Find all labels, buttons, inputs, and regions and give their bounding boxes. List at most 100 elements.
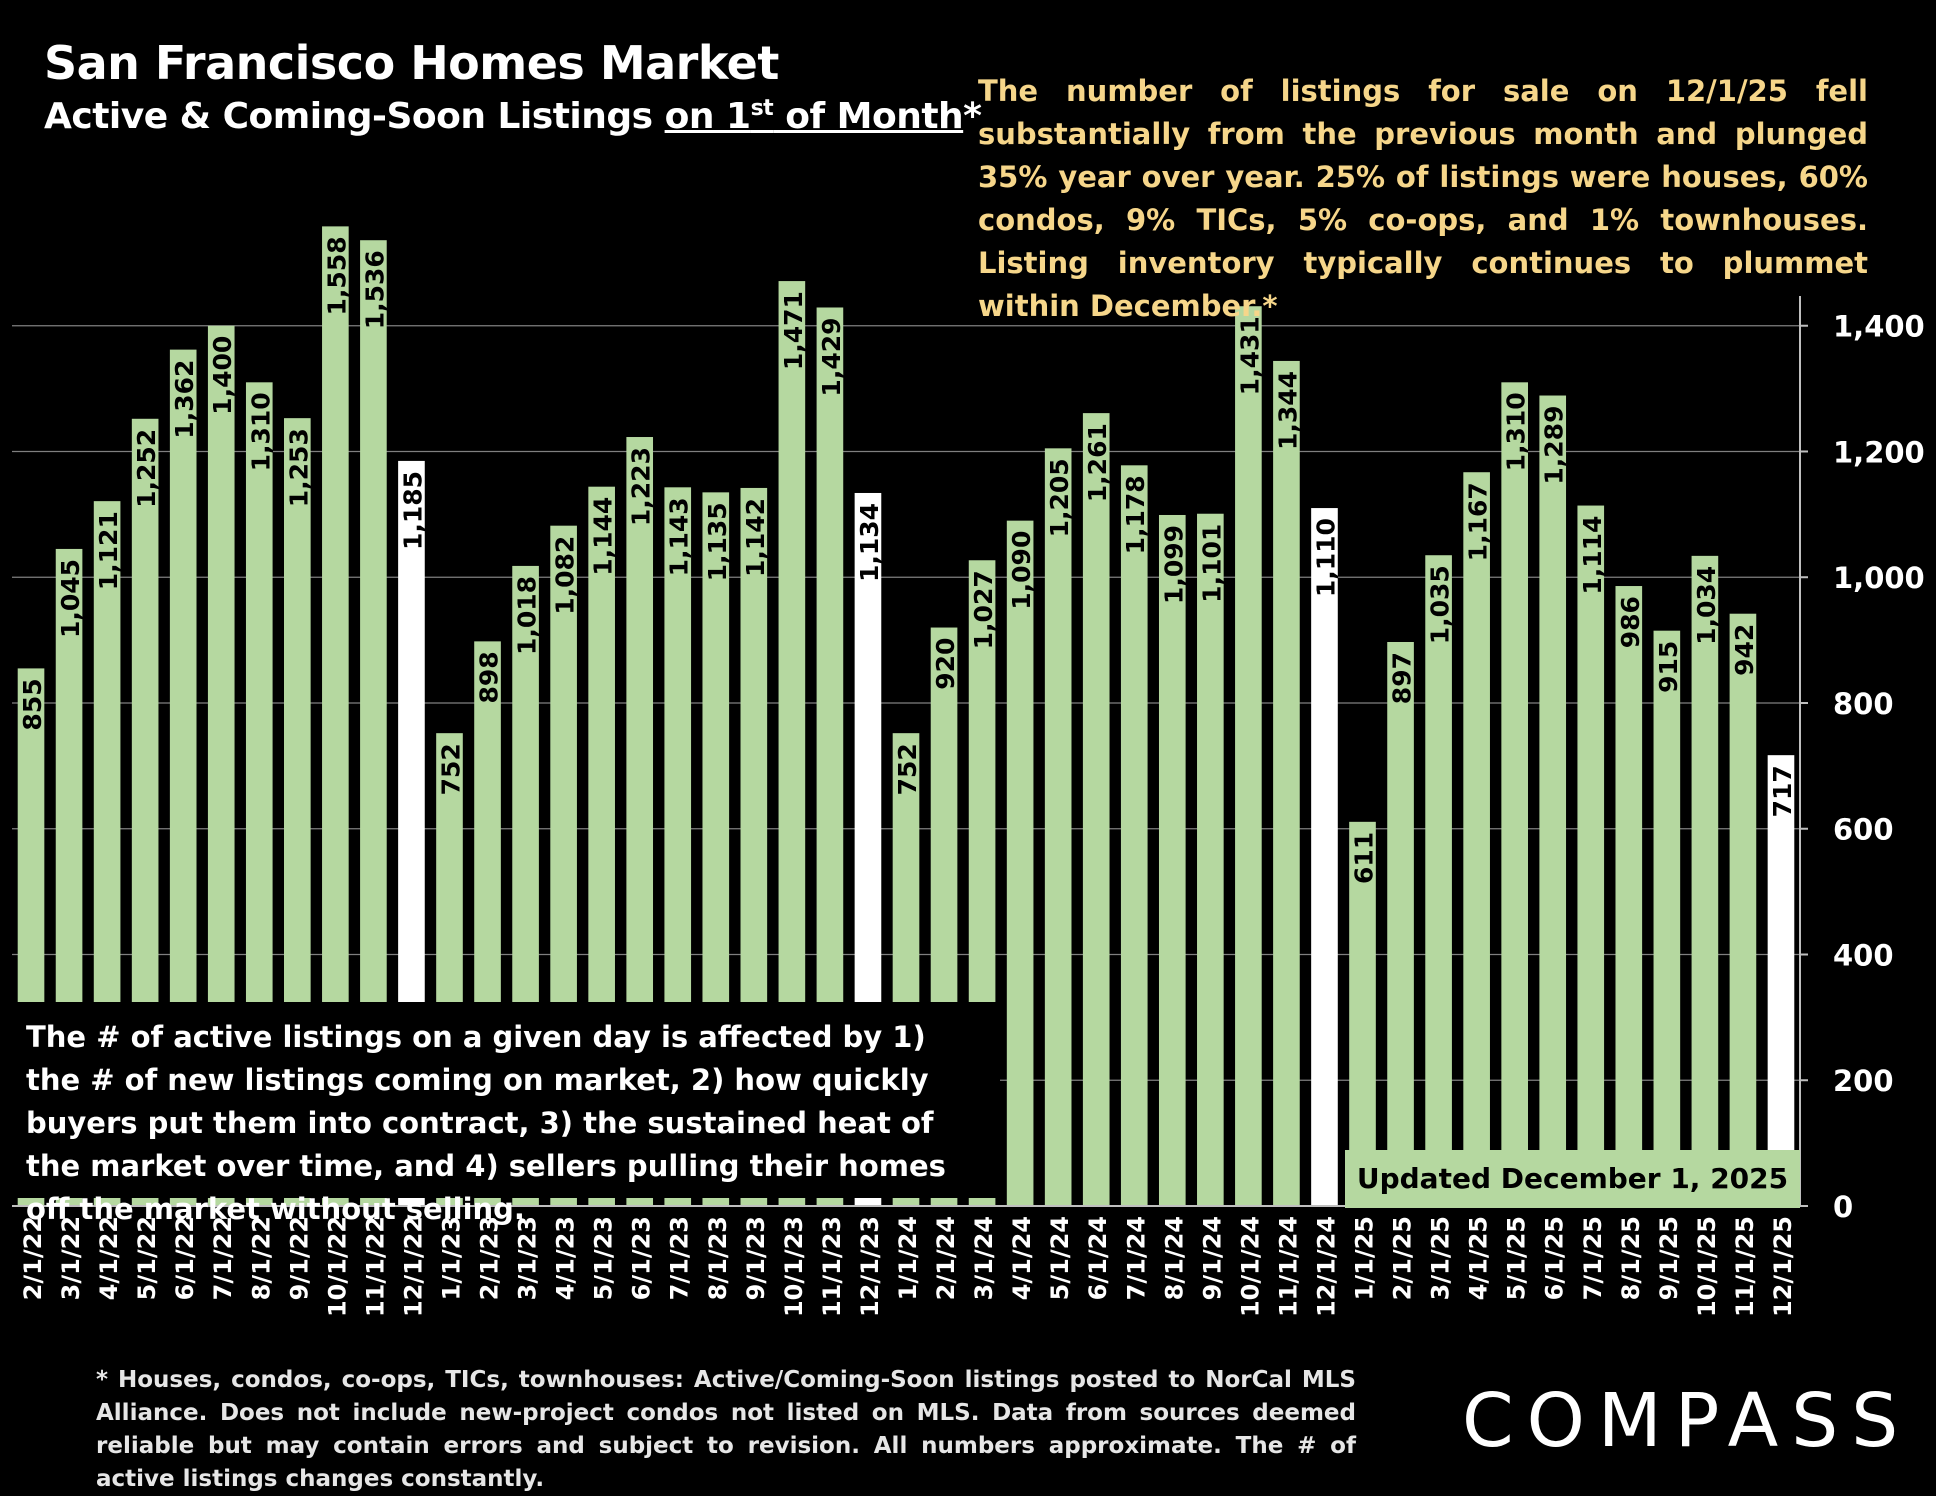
data-label: 1,558 [322, 236, 351, 315]
data-label: 1,035 [1426, 565, 1455, 644]
data-label: 1,252 [132, 429, 161, 508]
x-tick-label: 11/1/24 [1274, 1216, 1302, 1317]
bar-10-1-24 [1235, 306, 1262, 1206]
x-tick-label: 3/1/25 [1427, 1216, 1455, 1300]
x-tick-label: 10/1/24 [1236, 1216, 1264, 1317]
subtitle-post: * [963, 96, 982, 137]
data-label: 1,018 [513, 576, 542, 655]
x-tick-label: 7/1/24 [1122, 1216, 1150, 1300]
data-label: 986 [1616, 596, 1645, 648]
x-tick-label: 3/1/22 [57, 1216, 85, 1300]
x-tick-label: 4/1/23 [552, 1216, 580, 1300]
bar-7-1-25 [1577, 505, 1605, 1206]
data-label: 1,090 [1007, 531, 1036, 610]
data-label: 1,135 [703, 502, 732, 581]
x-tick-label: 9/1/23 [742, 1216, 770, 1300]
y-tick-label: 800 [1833, 687, 1894, 721]
data-label: 611 [1350, 832, 1379, 884]
x-tick-label: 9/1/24 [1198, 1216, 1226, 1300]
subtitle-u1: on 1 [664, 96, 751, 137]
x-tick-label: 2/1/24 [932, 1216, 960, 1300]
x-tick-label: 5/1/22 [133, 1216, 161, 1300]
x-tick-label: 1/1/25 [1351, 1216, 1379, 1300]
summary-text: The number of listings for sale on 12/1/… [978, 74, 1868, 323]
chart-subtitle: Active & Coming-Soon Listings on 1st of … [44, 96, 982, 137]
bar-7-1-24 [1120, 465, 1148, 1206]
bar-10-1-25 [1691, 555, 1719, 1206]
data-label: 1,431 [1235, 316, 1264, 395]
updated-badge: Updated December 1, 2025 [1345, 1150, 1800, 1208]
data-label: 1,142 [741, 498, 770, 577]
x-tick-label: 8/1/24 [1160, 1216, 1188, 1300]
x-tick-label: 5/1/23 [590, 1216, 618, 1300]
data-label: 897 [1388, 652, 1417, 704]
data-label: 1,034 [1692, 566, 1721, 645]
x-tick-label: 11/1/23 [818, 1216, 846, 1317]
data-label: 1,261 [1083, 423, 1112, 502]
data-label: 1,253 [284, 428, 313, 507]
page-title: San Francisco Homes Market [44, 36, 779, 90]
x-tick-label: 3/1/23 [514, 1216, 542, 1300]
data-label: 717 [1768, 765, 1797, 817]
bar-4-1-25 [1463, 472, 1490, 1206]
data-label: 1,400 [208, 336, 237, 415]
data-label: 1,429 [817, 317, 846, 396]
data-label: 1,310 [246, 392, 275, 471]
data-label: 1,223 [627, 447, 656, 526]
bar-2-1-25 [1387, 641, 1414, 1206]
x-tick-label: 12/1/22 [399, 1216, 427, 1317]
data-label: 1,536 [360, 250, 389, 329]
x-tick-label: 7/1/25 [1579, 1216, 1607, 1300]
data-label: 1,114 [1578, 516, 1607, 595]
data-label: 752 [893, 743, 922, 795]
x-tick-label: 2/1/25 [1389, 1216, 1417, 1300]
subtitle-pre: Active & Coming-Soon Listings [44, 96, 665, 137]
bar-1-1-25 [1349, 821, 1376, 1206]
y-tick-label: 400 [1833, 938, 1894, 972]
x-tick-label: 12/1/23 [856, 1216, 884, 1317]
data-label: 1,185 [398, 471, 427, 550]
bar-4-1-24 [1006, 520, 1034, 1206]
bar-6-1-24 [1082, 413, 1110, 1207]
data-label: 1,082 [551, 536, 580, 615]
subtitle-underlined: on 1st of Month [665, 96, 964, 137]
bar-9-1-25 [1653, 630, 1681, 1206]
x-tick-label: 3/1/24 [970, 1216, 998, 1300]
y-tick-label: 200 [1833, 1064, 1894, 1098]
x-tick-label: 5/1/25 [1503, 1216, 1531, 1300]
x-tick-label: 12/1/25 [1769, 1216, 1797, 1317]
data-label: 1,310 [1502, 392, 1531, 471]
data-label: 1,099 [1159, 525, 1188, 604]
x-tick-label: 4/1/25 [1465, 1216, 1493, 1300]
compass-logo: COMPASS [1462, 1378, 1912, 1464]
x-tick-label: 2/1/23 [476, 1216, 504, 1300]
data-label: 1,121 [94, 511, 123, 590]
bar-8-1-24 [1158, 514, 1186, 1206]
data-label: 1,178 [1121, 475, 1150, 554]
y-tick-label: 0 [1833, 1190, 1853, 1224]
footnote: * Houses, condos, co-ops, TICs, townhous… [96, 1367, 1356, 1492]
data-label: 1,471 [779, 291, 808, 370]
x-tick-label: 6/1/25 [1541, 1216, 1569, 1300]
x-tick-label: 6/1/22 [171, 1216, 199, 1300]
explanation-note: The # of active listings on a given day … [10, 1002, 1000, 1226]
data-label: 942 [1730, 624, 1759, 676]
data-labels: 855 1,045 1,121 1,252 1,362 1,400 1,310 1,253 1,… [18, 236, 1797, 884]
bar-5-1-24 [1044, 448, 1072, 1207]
x-tick-label: 11/1/22 [361, 1216, 389, 1317]
x-tick-label: 10/1/25 [1693, 1216, 1721, 1317]
bar-5-1-25 [1501, 382, 1528, 1206]
data-label: 1,143 [665, 497, 694, 576]
x-axis-labels: 2/1/22 3/1/22 4/1/22 5/1/22 6/1/22 7/1/22 8/1/… [19, 1216, 1797, 1317]
y-axis-labels: 0 200 400 600 800 1,000 1,200 1,400 [1833, 310, 1925, 1224]
y-tick-label: 1,000 [1833, 561, 1925, 595]
y-tick-label: 1,400 [1833, 310, 1925, 344]
data-label: 898 [475, 651, 504, 703]
data-label: 1,027 [969, 570, 998, 649]
data-label: 1,134 [855, 503, 884, 582]
x-tick-label: 1/1/24 [894, 1216, 922, 1300]
subtitle-sup: st [750, 96, 774, 121]
x-tick-label: 7/1/23 [666, 1216, 694, 1300]
x-tick-label: 10/1/23 [780, 1216, 808, 1317]
data-label: 1,289 [1540, 406, 1569, 485]
